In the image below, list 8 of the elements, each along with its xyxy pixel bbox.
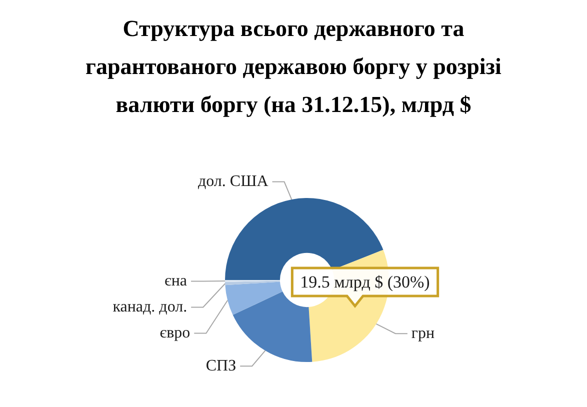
slice-label: СПЗ <box>206 357 236 374</box>
slice-label: канад. дол. <box>112 298 188 316</box>
slice-label: євро <box>160 324 190 342</box>
text: 19.5 млрд $ (30%) <box>300 272 430 292</box>
slice-label: дол. США <box>198 172 269 190</box>
chart-title: Структура всього державного та гарантованого державою боргу у розрізі валюти боргу (на 31.12.15), млрд $ <box>84 15 502 119</box>
slice-label: єна <box>164 272 188 290</box>
slice-label: грн <box>411 324 435 342</box>
